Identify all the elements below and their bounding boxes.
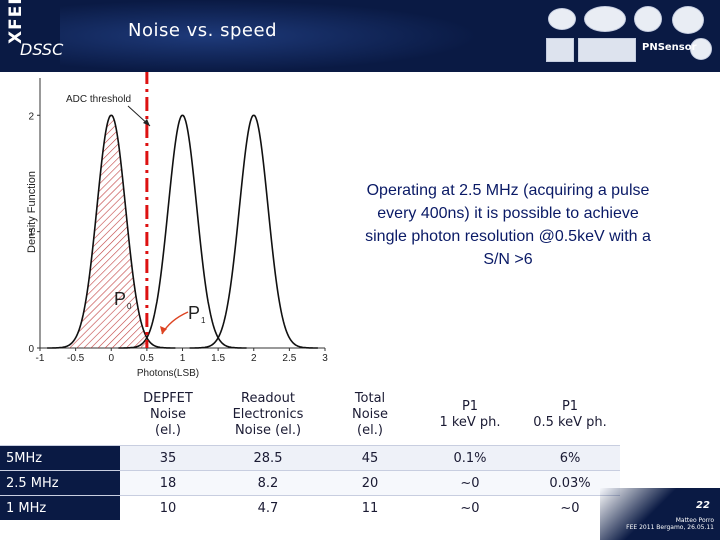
x-tick-label: 0: [108, 353, 114, 364]
project-label: DSSC: [20, 40, 64, 59]
partner-logo-icon: [546, 38, 574, 62]
row-header: 2.5 MHz: [0, 470, 120, 496]
table-cell: 45: [320, 445, 420, 471]
table-row: 5MHz 35 28.5 45 0.1% 6%: [0, 445, 620, 471]
p0-subscript: 0: [127, 302, 132, 311]
table-cell: 0.1%: [420, 445, 520, 471]
row-header: 1 MHz: [0, 495, 120, 520]
p0-label: P: [114, 289, 126, 309]
table-cell: 35: [120, 445, 216, 471]
table-cell: 18: [120, 470, 216, 496]
table-cell: 11: [320, 495, 420, 520]
p0-shaded-area: [47, 115, 147, 348]
table-corner: [0, 385, 120, 446]
footer-event: FEE 2011 Bergamo, 26.05.11: [626, 524, 714, 531]
y-axis-label: Density Function: [26, 171, 38, 253]
table-cell: 20: [320, 470, 420, 496]
x-axis-label: Photons(LSB): [137, 368, 199, 379]
x-tick-label: 3: [322, 353, 328, 364]
header-glow: [60, 0, 480, 72]
gaussian-curve-1: [118, 114, 247, 349]
slide-title: Noise vs. speed: [128, 20, 278, 41]
y-tick-label: 2: [28, 111, 34, 122]
row-header: 5MHz: [0, 445, 120, 471]
x-tick-label: 1.5: [211, 353, 225, 364]
density-chart: -1 -0.5 0 0.5 1 1.5 2 2.5 3 0 1 2 Photons(LSB) Den…: [26, 72, 328, 379]
pnsensor-logo: PNSensor: [642, 42, 697, 53]
p1-label: P: [188, 303, 200, 323]
x-tick-labels: -1 -0.5 0 0.5 1 1.5 2 2.5 3: [36, 348, 328, 364]
plot-area: -1 -0.5 0 0.5 1 1.5 2 2.5 3 0 1 2: [28, 72, 328, 364]
partner-logo-icon: [690, 38, 712, 60]
xfel-logo: XFEL: [6, 0, 26, 44]
x-tick-label: 2.5: [282, 353, 296, 364]
y-tick-label: 0: [28, 344, 34, 355]
noise-table: DEPFET Noise (el.) Readout Electronics Noise…: [0, 385, 620, 520]
table-cell: 28.5: [216, 445, 320, 471]
operating-statement: Operating at 2.5 MHz (acquiring a pulse …: [365, 182, 651, 268]
footer-credit: Matteo Porro FEE 2011 Bergamo, 26.05.11: [618, 517, 714, 531]
x-tick-label: -1: [36, 353, 45, 364]
table-cell: 6%: [520, 445, 620, 471]
footer-author: Matteo Porro: [675, 517, 714, 524]
column-header: P1 1 keV ph.: [439, 399, 501, 430]
slide-header: XFEL DSSC Noise vs. speed PNSensor: [0, 0, 720, 72]
partner-logo-icon: [672, 6, 704, 34]
p1-arrow: [161, 311, 189, 335]
gaussian-curve-0: [47, 114, 176, 349]
adc-threshold-label: ADC threshold: [66, 94, 131, 105]
x-tick-label: 0.5: [140, 353, 154, 364]
x-tick-label: 2: [251, 353, 257, 364]
p1-arrowhead: [160, 326, 167, 334]
table-cell: 8.2: [216, 470, 320, 496]
partner-logo-icon: [584, 6, 626, 32]
table-cell: ~0: [420, 495, 520, 520]
partner-logo-icon: [548, 8, 576, 30]
partner-logo-icon: [578, 38, 636, 62]
partner-logo-icon: [634, 6, 662, 32]
column-header: P1 0.5 keV ph.: [533, 399, 607, 430]
column-header: DEPFET Noise (el.): [143, 391, 193, 438]
adc-threshold-arrowhead: [143, 119, 150, 126]
y-tick-labels: 0 1 2: [28, 111, 40, 355]
table-header-row: DEPFET Noise (el.) Readout Electronics Noise…: [0, 385, 620, 446]
footer-background: [600, 488, 720, 540]
y-tick-label: 1: [28, 228, 34, 239]
gaussian-curves: [47, 114, 318, 349]
x-tick-label: -0.5: [67, 353, 85, 364]
table-cell: ~0: [420, 470, 520, 496]
table-cell: 10: [120, 495, 216, 520]
p1-subscript: 1: [201, 316, 206, 325]
table-row: 1 MHz 10 4.7 11 ~0 ~0: [0, 495, 620, 520]
column-header: Total Noise (el.): [351, 391, 389, 438]
partner-logos: PNSensor: [540, 4, 716, 68]
table-cell: 4.7: [216, 495, 320, 520]
table-row: 2.5 MHz 18 8.2 20 ~0 0.03%: [0, 470, 620, 496]
gaussian-curve-2: [189, 114, 318, 349]
page-number: 22: [696, 500, 710, 511]
column-header: Readout Electronics Noise (el.): [232, 391, 304, 438]
x-tick-label: 1: [180, 353, 186, 364]
